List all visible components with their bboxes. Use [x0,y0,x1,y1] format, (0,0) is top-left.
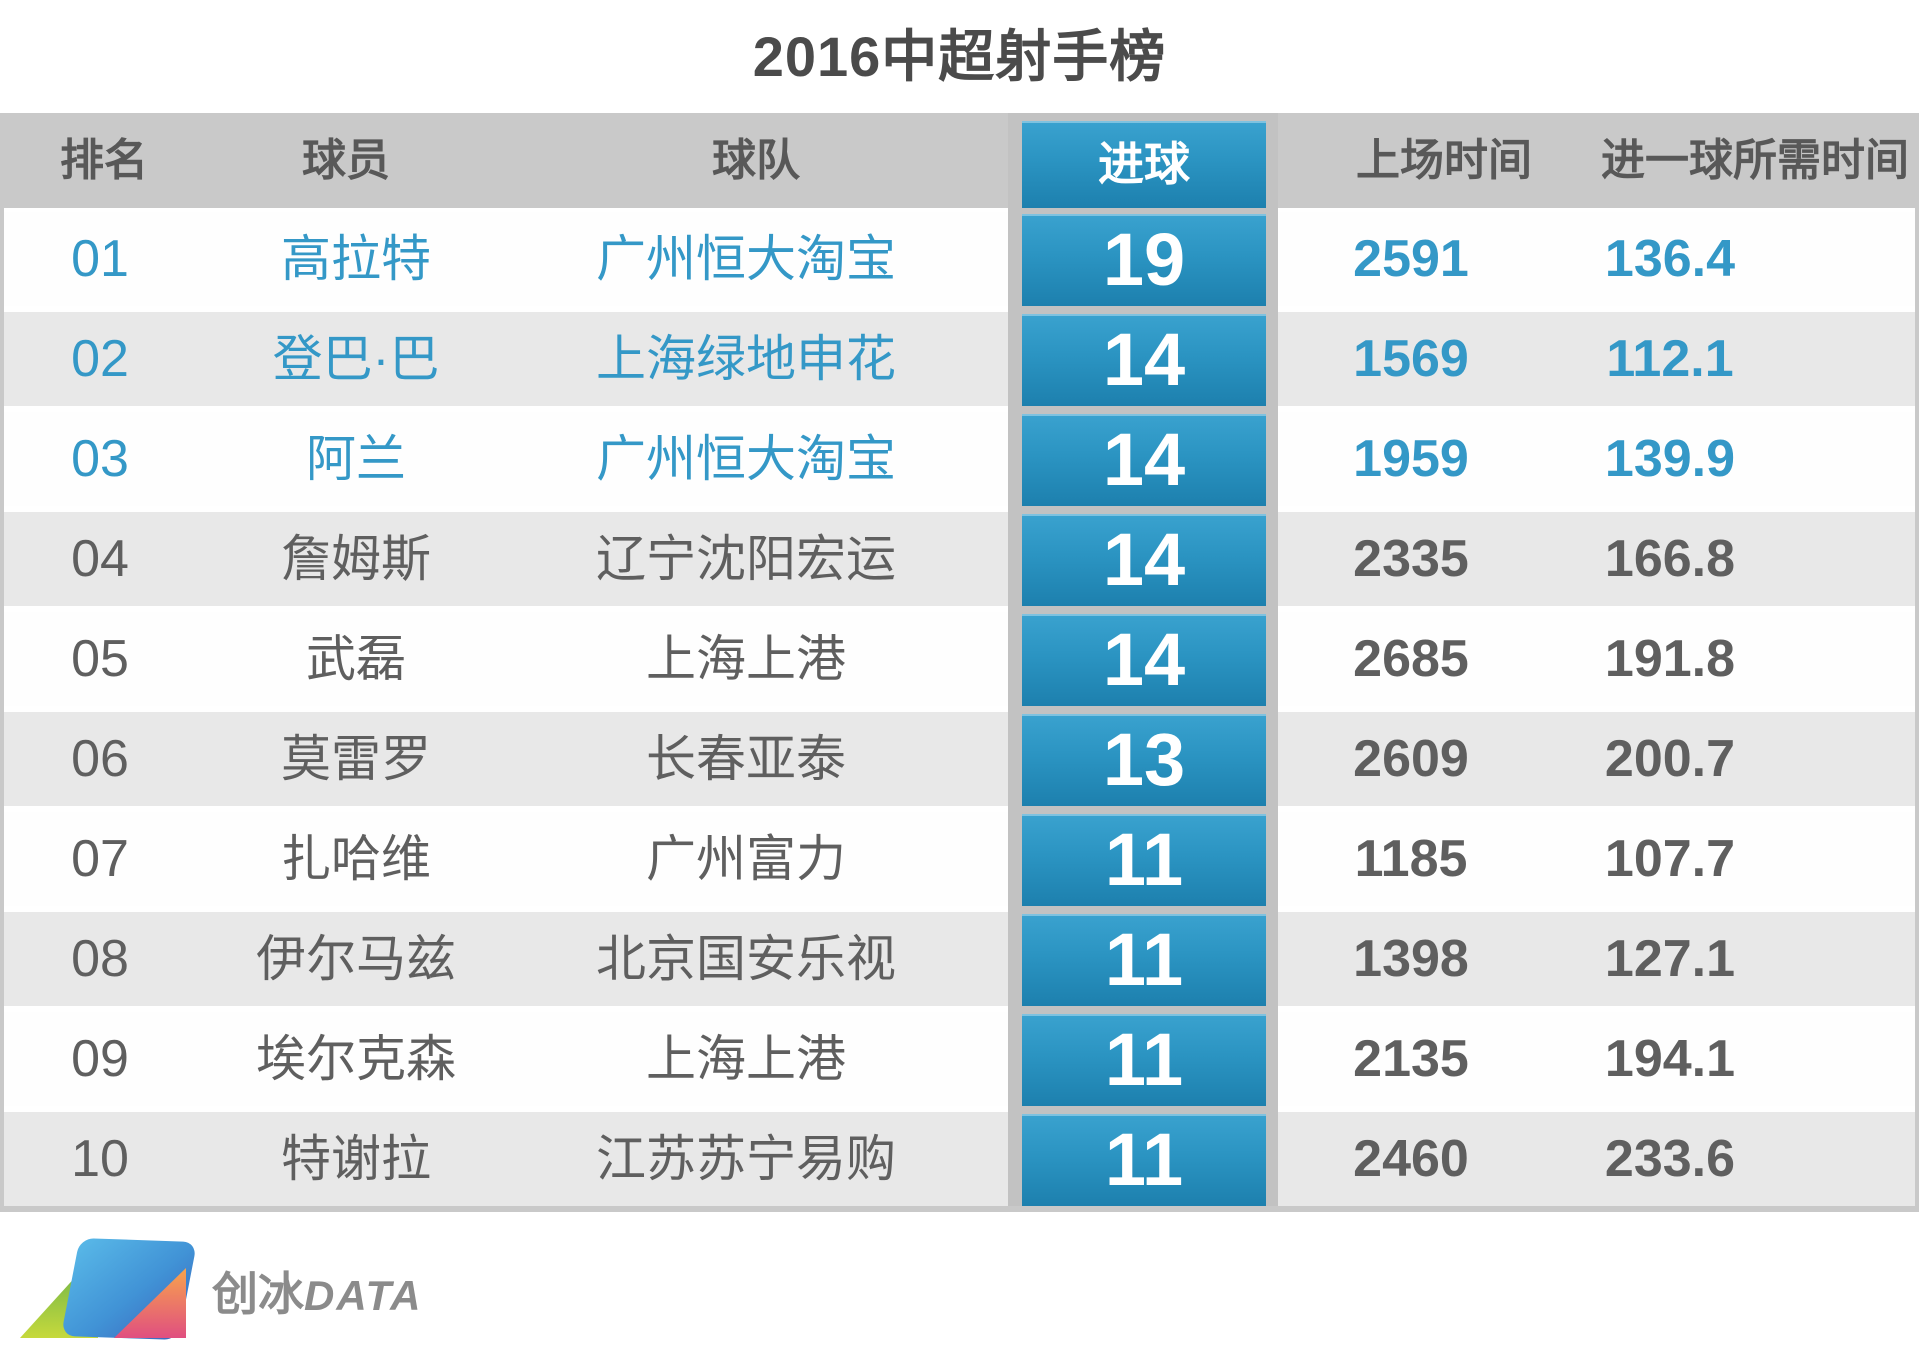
minutes-cell: 1569 [1353,330,1469,388]
team-cell: 江苏苏宁易购 [596,1131,896,1187]
goals-cell: 14 [1022,414,1266,506]
team-cell: 上海上港 [646,1031,846,1087]
rank-cell: 01 [71,230,129,288]
player-cell: 詹姆斯 [281,531,431,587]
minutes-per-goal-cell: 191.8 [1604,630,1736,688]
table-row: 05 武磊 上海上港 2685 191.8 [4,612,1915,706]
rank-cell: 04 [71,530,129,588]
player-cell: 登巴·巴 [272,331,440,387]
player-cell: 特谢拉 [281,1131,431,1187]
table-row: 07 扎哈维 广州富力 1185 107.7 [4,812,1915,906]
team-cell: 广州富力 [646,831,846,887]
header-minutes-per-goal: 进一球所需时间 [1601,136,1909,185]
table-row: 04 詹姆斯 辽宁沈阳宏运 2335 166.8 [4,512,1915,606]
table-row: 10 特谢拉 江苏苏宁易购 2460 233.6 [4,1112,1915,1206]
goals-cell: 14 [1022,614,1266,706]
minutes-cell: 2685 [1353,630,1469,688]
table-row: 08 伊尔马兹 北京国安乐视 1398 127.1 [4,912,1915,1006]
player-cell: 阿兰 [306,431,406,487]
logo-text-en: DATA [304,1272,423,1319]
minutes-per-goal-cell: 200.7 [1604,730,1736,788]
player-cell: 埃尔克森 [256,1031,456,1087]
minutes-per-goal-cell: 107.7 [1604,830,1736,888]
team-cell: 上海上港 [646,631,846,687]
player-cell: 武磊 [306,631,406,687]
minutes-per-goal-cell: 127.1 [1604,930,1736,988]
header-team: 球队 [712,136,800,185]
logo-text-cn: 创冰 [212,1268,304,1320]
table-row: 02 登巴·巴 上海绿地申花 1569 112.1 [4,312,1915,406]
rank-cell: 05 [71,630,129,688]
rank-cell: 09 [71,1030,129,1088]
minutes-per-goal-cell: 112.1 [1606,330,1734,388]
minutes-per-goal-cell: 139.9 [1604,430,1736,488]
goals-cell: 14 [1022,514,1266,606]
minutes-per-goal-cell: 233.6 [1604,1130,1736,1188]
team-cell: 广州恒大淘宝 [596,431,896,487]
page-title: 2016中超射手榜 [752,25,1167,88]
team-cell: 北京国安乐视 [596,931,896,987]
rank-cell: 07 [71,830,129,888]
team-cell: 上海绿地申花 [596,331,896,387]
table-row: 03 阿兰 广州恒大淘宝 1959 139.9 [4,412,1915,506]
goals-cell: 11 [1022,1014,1266,1106]
goals-cell: 11 [1022,1114,1266,1206]
rank-cell: 03 [71,430,129,488]
goals-cell: 13 [1022,714,1266,806]
team-cell: 长春亚泰 [646,731,846,787]
goals-cell: 14 [1022,314,1266,406]
minutes-per-goal-cell: 194.1 [1604,1030,1736,1088]
logo-text: 创冰DATA [212,1268,423,1320]
minutes-cell: 1398 [1353,930,1469,988]
player-cell: 伊尔马兹 [256,931,456,987]
chuangbing-logo: 创冰DATA [0,1236,600,1346]
minutes-per-goal-cell: 136.4 [1604,230,1736,288]
minutes-cell: 1959 [1353,430,1469,488]
table-header: 排名 球员 球队 上场时间 进一球所需时间 [0,113,1919,208]
goals-cell: 11 [1022,914,1266,1006]
header-minutes: 上场时间 [1356,136,1532,185]
goals-cell: 11 [1022,814,1266,906]
minutes-cell: 1185 [1354,830,1468,888]
rank-cell: 02 [71,330,129,388]
minutes-cell: 2135 [1353,1030,1469,1088]
team-cell: 广州恒大淘宝 [596,231,896,287]
player-cell: 扎哈维 [281,831,431,887]
minutes-per-goal-cell: 166.8 [1604,530,1736,588]
goals-cell: 19 [1022,214,1266,306]
rank-cell: 06 [71,730,129,788]
header-player: 球员 [302,136,390,185]
table-row: 06 莫雷罗 长春亚泰 2609 200.7 [4,712,1915,806]
rank-cell: 10 [71,1130,129,1188]
player-cell: 莫雷罗 [281,731,431,787]
player-cell: 高拉特 [281,231,431,287]
team-cell: 辽宁沈阳宏运 [596,531,896,587]
minutes-cell: 2335 [1353,530,1469,588]
table-row: 09 埃尔克森 上海上港 2135 194.1 [4,1012,1915,1106]
minutes-cell: 2609 [1353,730,1469,788]
header-rank: 排名 [60,136,148,185]
table-row: 01 高拉特 广州恒大淘宝 2591 136.4 [4,212,1915,306]
header-goals: 进球 [1022,121,1266,208]
rank-cell: 08 [71,930,129,988]
minutes-cell: 2591 [1353,230,1469,288]
minutes-cell: 2460 [1353,1130,1469,1188]
